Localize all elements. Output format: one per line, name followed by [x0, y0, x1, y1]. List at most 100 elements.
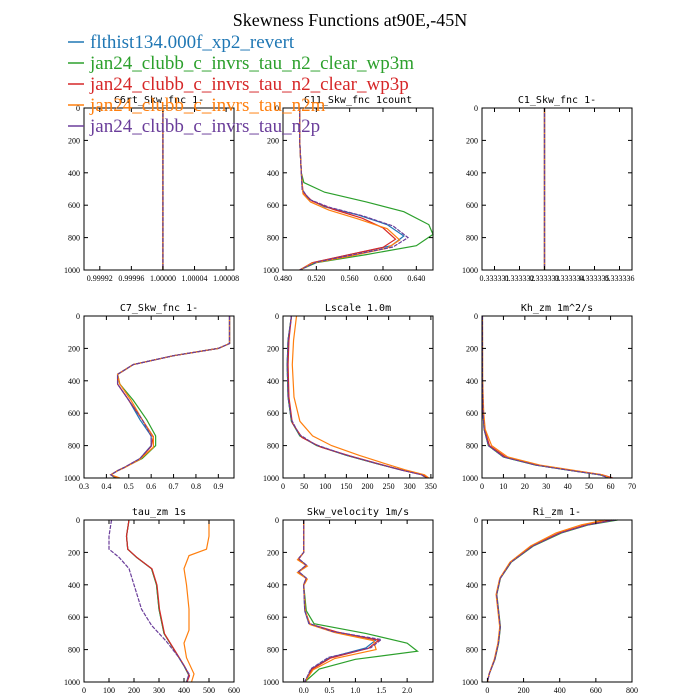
- x-tick-label: 0.333335: [580, 274, 610, 283]
- y-tick-label: 800: [267, 646, 279, 655]
- series-line-0: [286, 315, 428, 479]
- legend-label: jan24_clubb_c_invrs_tau_n2_clear_wp3p: [89, 74, 409, 95]
- x-tick-label: 500: [203, 686, 215, 695]
- x-tick-label: 600: [228, 686, 240, 695]
- y-tick-label: 200: [267, 344, 279, 353]
- x-tick-label: 70: [628, 482, 636, 491]
- y-tick-label: 0: [275, 312, 279, 321]
- x-tick-label: 300: [153, 686, 165, 695]
- x-tick-label: 800: [626, 686, 638, 695]
- y-tick-label: 600: [267, 409, 279, 418]
- series-line-2: [486, 519, 613, 683]
- x-tick-label: 0: [480, 482, 484, 491]
- x-tick-label: 350: [425, 482, 437, 491]
- series-line-4: [299, 108, 410, 271]
- y-tick-label: 200: [267, 548, 279, 557]
- x-tick-label: 0.333331: [480, 274, 510, 283]
- legend-label: flthist134.000f_xp2_revert: [90, 32, 295, 53]
- y-tick-label: 200: [68, 344, 80, 353]
- panel-2: C1_Skw_fnc 1-020040060080010000.3333310.…: [462, 95, 635, 283]
- plot-frame: [481, 107, 633, 271]
- series-line-3: [486, 519, 606, 683]
- x-tick-label: 2.0: [402, 686, 412, 695]
- y-tick-label: 800: [466, 442, 478, 451]
- y-tick-label: 200: [68, 136, 80, 145]
- x-tick-label: 200: [362, 482, 374, 491]
- y-tick-label: 400: [466, 581, 478, 590]
- panel-title: Skw_velocity 1m/s: [307, 507, 409, 518]
- y-tick-label: 200: [68, 548, 80, 557]
- x-tick-label: 1.00008: [213, 274, 239, 283]
- x-tick-label: 0.333332: [505, 274, 535, 283]
- series-line-1: [297, 520, 419, 683]
- plot-frame: [282, 519, 434, 683]
- x-tick-label: 0.6: [146, 482, 156, 491]
- y-tick-label: 200: [267, 136, 279, 145]
- panel-title: C7_Skw_fnc 1-: [120, 303, 198, 314]
- legend-entry: jan24_clubb_c_invrs_tau_n2_clear_wp3p: [68, 74, 409, 95]
- plot-frame: [481, 519, 633, 683]
- panel-title: C11_Skw_fnc 1count: [304, 95, 412, 106]
- y-tick-label: 400: [466, 169, 478, 178]
- x-tick-label: 150: [340, 482, 352, 491]
- y-tick-label: 800: [267, 234, 279, 243]
- x-tick-label: 0.7: [169, 482, 179, 491]
- y-tick-label: 400: [68, 581, 80, 590]
- plot-frame: [481, 315, 633, 479]
- x-tick-label: 30: [542, 482, 550, 491]
- x-tick-label: 1.00004: [182, 274, 208, 283]
- series-line-2: [481, 316, 613, 479]
- x-tick-label: 0.8: [191, 482, 201, 491]
- x-tick-label: 0.520: [307, 274, 325, 283]
- panel-title: Kh_zm 1m^2/s: [521, 303, 593, 314]
- y-tick-label: 200: [466, 136, 478, 145]
- x-tick-label: 250: [383, 482, 395, 491]
- x-tick-label: 0: [82, 686, 86, 695]
- x-tick-label: 40: [564, 482, 572, 491]
- y-tick-label: 400: [267, 377, 279, 386]
- series-line-4: [109, 316, 231, 479]
- panel-title: C6rt_Skw_fnc 1-: [114, 95, 204, 106]
- legend-entry: jan24_clubb_c_invrs_tau_n2_clear_wp3m: [68, 53, 414, 74]
- legend: flthist134.000f_xp2_revertjan24_clubb_c_…: [68, 32, 414, 137]
- x-tick-label: 0.4: [101, 482, 111, 491]
- x-tick-label: 100: [103, 686, 115, 695]
- series-line-4: [481, 316, 609, 479]
- x-tick-label: 50: [300, 482, 308, 491]
- legend-label: jan24_clubb_c_invrs_tau_n2_clear_wp3m: [89, 53, 414, 74]
- y-tick-label: 0: [474, 104, 478, 113]
- y-tick-label: 400: [267, 169, 279, 178]
- x-tick-label: 0: [281, 482, 285, 491]
- series-line-3: [291, 315, 430, 479]
- y-tick-label: 1000: [263, 266, 279, 275]
- y-tick-label: 600: [68, 409, 80, 418]
- panel-title: Lscale 1.0m: [325, 303, 391, 314]
- series-line-3: [183, 520, 210, 683]
- legend-label: jan24_clubb_c_invrs_tau_n2p: [89, 116, 320, 137]
- panel-1: C11_Skw_fnc 1count 0 200 400 600 800 10000.480…: [263, 95, 434, 283]
- x-tick-label: 0.5: [325, 686, 335, 695]
- x-tick-label: 100: [319, 482, 331, 491]
- y-tick-label: 600: [466, 409, 478, 418]
- x-tick-label: 300: [404, 482, 416, 491]
- x-tick-label: 0.9: [213, 482, 223, 491]
- panel-0: C6rt_Skw_fnc 1- 0 200 400 600 800 1000 0.99992 0…: [64, 95, 239, 283]
- series-line-4: [108, 519, 190, 683]
- x-tick-label: 200: [128, 686, 140, 695]
- x-tick-label: 400: [178, 686, 190, 695]
- x-tick-label: 400: [554, 686, 566, 695]
- x-tick-label: 0.333334: [555, 274, 585, 283]
- y-tick-label: 1000: [462, 678, 478, 687]
- x-tick-label: 0.333333: [530, 274, 560, 283]
- panel-title: tau_zm 1s: [132, 507, 186, 518]
- y-tick-label: 600: [68, 201, 80, 210]
- panel-8: Ri_zm 1- 0 200 400 600 800 1000 0 200 400 600 800: [462, 507, 638, 695]
- x-tick-label: 0.5: [124, 482, 134, 491]
- x-tick-label: 0.333336: [605, 274, 635, 283]
- x-tick-label: 0.480: [274, 274, 292, 283]
- series-line-1: [286, 315, 428, 479]
- y-tick-label: 1000: [64, 266, 80, 275]
- y-tick-label: 400: [68, 377, 80, 386]
